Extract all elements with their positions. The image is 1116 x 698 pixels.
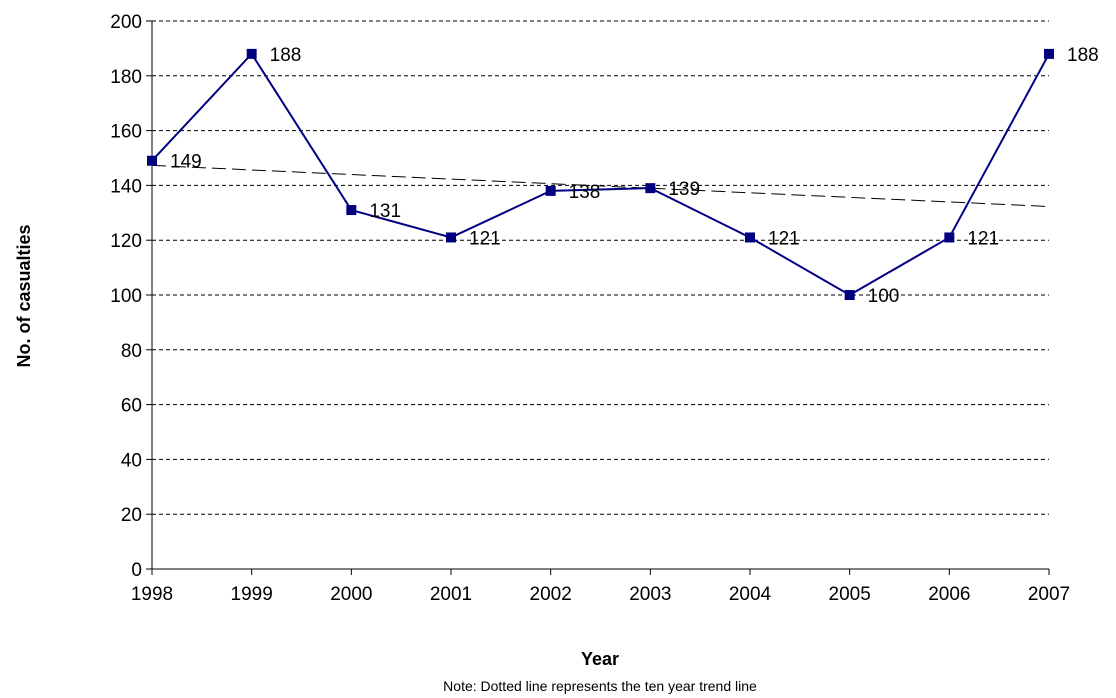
- y-tick-label-0: 0: [131, 560, 142, 581]
- y-tick-label-80: 80: [121, 341, 142, 362]
- data-point-2003: [645, 183, 656, 194]
- chart-note: Note: Dotted line represents the ten yea…: [443, 678, 757, 694]
- data-point-2006: [944, 232, 955, 243]
- data-point-2007: [1044, 48, 1054, 59]
- x-tick-label-1999: 1999: [231, 584, 273, 605]
- data-label-2007: 188: [1067, 45, 1099, 66]
- trend-line-layer: [151, 164, 1050, 207]
- y-tick-label-200: 200: [110, 12, 142, 33]
- data-label-1998: 149: [170, 152, 202, 173]
- y-tick-label-120: 120: [110, 231, 142, 252]
- y-tick-label-20: 20: [121, 505, 142, 526]
- y-tick-label-60: 60: [121, 396, 142, 417]
- axes: [146, 20, 1050, 575]
- x-tick-label-2004: 2004: [729, 584, 772, 605]
- data-label-2003: 139: [668, 179, 700, 200]
- y-tick-label-100: 100: [110, 286, 142, 307]
- y-tick-label-140: 140: [110, 176, 142, 197]
- x-tick-label-2006: 2006: [928, 584, 970, 605]
- data-label-2001: 121: [469, 228, 501, 249]
- y-tick-label-180: 180: [110, 67, 142, 88]
- data-label-2000: 131: [369, 201, 401, 222]
- data-point-2001: [446, 232, 456, 243]
- data-point-1998: [147, 155, 157, 166]
- data-point-2004: [745, 232, 755, 243]
- x-tick-label-2007: 2007: [1028, 584, 1070, 605]
- trend-line: [151, 164, 1050, 207]
- data-point-2005: [844, 290, 855, 300]
- x-tick-label-1998: 1998: [131, 584, 173, 605]
- data-label-1999: 188: [270, 45, 302, 66]
- series-layer: [147, 48, 1054, 300]
- data-label-2005: 100: [868, 286, 900, 307]
- data-labels: 149 188 131 121 138 139 121 100 121 188: [170, 45, 1099, 307]
- data-point-2002: [545, 185, 556, 196]
- x-tick-label-2005: 2005: [829, 584, 871, 605]
- x-tick-label-2003: 2003: [629, 584, 671, 605]
- x-tick-label-2001: 2001: [430, 584, 472, 605]
- x-axis-title: Year: [581, 649, 619, 669]
- data-point-2000: [346, 205, 357, 216]
- y-tick-label-40: 40: [121, 450, 142, 471]
- x-tick-label-2002: 2002: [530, 584, 572, 605]
- y-axis-title: No. of casualties: [14, 224, 34, 367]
- data-point-1999: [246, 48, 257, 59]
- data-label-2006: 121: [967, 228, 999, 249]
- data-label-2002: 138: [569, 182, 601, 203]
- grid-lines: [152, 20, 1049, 515]
- tick-labels: 0 20 40 60 80 100 120 140 160 180 200 1998 1999 2000 2…: [110, 12, 1070, 605]
- series-line-0: [151, 52, 1050, 297]
- x-tick-label-2000: 2000: [330, 584, 372, 605]
- data-label-2004: 121: [768, 228, 800, 249]
- y-tick-label-160: 160: [110, 122, 142, 143]
